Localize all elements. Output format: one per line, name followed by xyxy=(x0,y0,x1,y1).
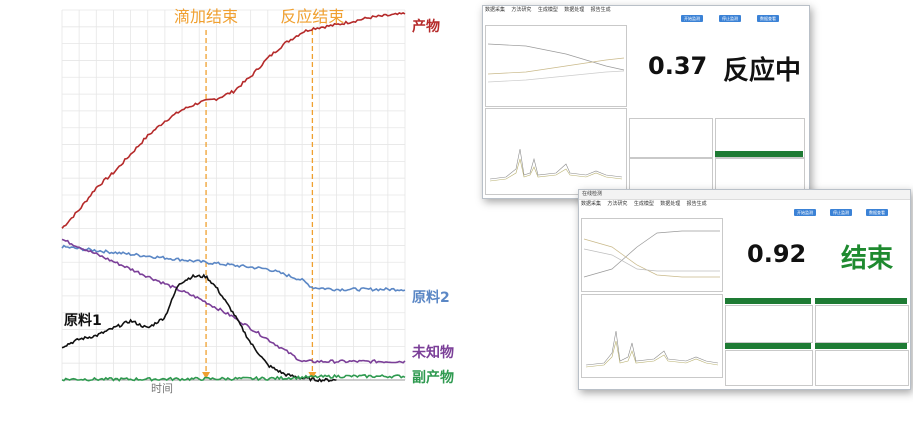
status-bar xyxy=(815,298,907,304)
x-axis-label: 时间 xyxy=(151,382,173,395)
plot-area xyxy=(61,11,406,383)
status-bar xyxy=(725,298,811,304)
menu-item[interactable]: 报告生成 xyxy=(686,201,707,207)
stop-monitor-button[interactable]: 停止监测 xyxy=(719,15,741,22)
spectrum-plot xyxy=(489,148,623,182)
mini-chart xyxy=(715,158,805,194)
stop-monitor-button[interactable]: 停止监测 xyxy=(830,209,852,216)
trend-panel xyxy=(485,25,627,107)
menu-item[interactable]: 数据处理 xyxy=(564,7,585,13)
mini-chart xyxy=(815,305,909,343)
toolbar: 开始监测 停止监测 数据查看 xyxy=(483,14,809,23)
annotation-label: 反应结束 xyxy=(280,7,344,26)
view-data-button[interactable]: 数据查看 xyxy=(757,15,779,22)
status-bar xyxy=(815,343,907,349)
menu-item[interactable]: 方法研究 xyxy=(511,7,532,13)
spectrum-panel xyxy=(485,108,627,195)
spectrum-panel xyxy=(581,294,723,378)
window-title: 在线检测 xyxy=(579,190,910,200)
trend-plot xyxy=(583,230,720,278)
mini-chart xyxy=(725,305,813,343)
series-line xyxy=(61,244,406,292)
menu-bar: 数据采集 方法研究 生成模型 数据处理 报告生成 xyxy=(579,200,910,208)
menu-item[interactable]: 生成模型 xyxy=(537,7,558,13)
menu-item[interactable]: 数据采集 xyxy=(485,7,506,13)
series-line xyxy=(61,373,406,382)
conversion-value: 0.92 xyxy=(747,240,807,268)
view-data-button[interactable]: 数据查看 xyxy=(866,209,888,216)
series-label: 原料1 xyxy=(64,312,102,329)
status-text: 反应中 xyxy=(723,56,802,86)
annotation-label: 滴加结束 xyxy=(174,7,238,26)
chart-grid xyxy=(61,9,406,381)
series-line xyxy=(61,238,406,365)
status-bar xyxy=(715,151,803,157)
spectrum-plot xyxy=(585,330,719,368)
series-label: 产物 xyxy=(412,18,440,35)
menu-item[interactable]: 数据处理 xyxy=(660,201,681,207)
menu-item[interactable]: 数据采集 xyxy=(581,201,602,207)
series-label: 副产物 xyxy=(412,369,454,386)
software-window-finished: 在线检测 数据采集 方法研究 生成模型 数据处理 报告生成 开始监测 停止监测 … xyxy=(578,189,911,390)
mini-chart xyxy=(629,158,713,194)
annotation-arrow xyxy=(202,372,211,379)
status-bar xyxy=(725,343,811,349)
software-window-reacting: 数据采集 方法研究 生成模型 数据处理 报告生成 开始监测 停止监测 数据查看 … xyxy=(482,5,810,199)
menu-bar: 数据采集 方法研究 生成模型 数据处理 报告生成 xyxy=(483,6,809,14)
conversion-value: 0.37 xyxy=(648,52,708,80)
series-line xyxy=(61,273,337,383)
menu-item[interactable]: 报告生成 xyxy=(590,7,611,13)
trend-panel xyxy=(581,218,723,292)
mini-chart xyxy=(815,350,909,386)
trend-plot xyxy=(487,43,625,83)
start-monitor-button[interactable]: 开始监测 xyxy=(794,209,816,216)
mini-chart xyxy=(725,350,813,386)
series-label: 原料2 xyxy=(412,289,450,306)
menu-item[interactable]: 方法研究 xyxy=(607,201,628,207)
toolbar: 开始监测 停止监测 数据查看 xyxy=(579,208,910,217)
series-line xyxy=(61,11,406,229)
menu-item[interactable]: 生成模型 xyxy=(633,201,654,207)
start-monitor-button[interactable]: 开始监测 xyxy=(681,15,703,22)
status-text: 结束 xyxy=(841,244,894,274)
mini-chart xyxy=(629,118,713,158)
series-label: 未知物 xyxy=(412,344,454,361)
